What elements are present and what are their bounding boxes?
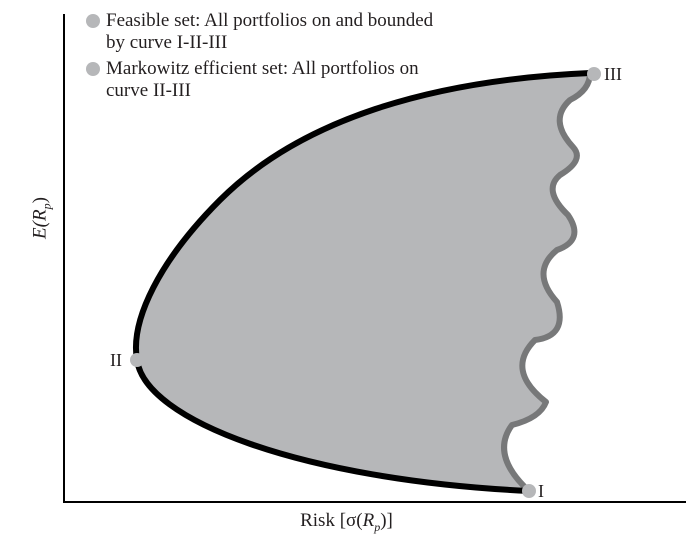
efficient-boundary-curve (133, 70, 593, 494)
legend-text-line1: Feasible set: All portfolios on and boun… (106, 10, 434, 31)
x-axis-label-suffix: )] (380, 510, 393, 531)
y-axis-label: E(Rp) (30, 197, 55, 239)
scallop-boundary (501, 72, 593, 494)
legend-item-efficient-set: Markowitz efficient set: All portfolios … (86, 58, 506, 102)
point-label-II: II (110, 350, 122, 370)
legend-item-feasible-set: Feasible set: All portfolios on and boun… (86, 10, 506, 54)
x-axis-subscript: p (374, 519, 381, 534)
x-axis-label-prefix: Risk [σ( (300, 510, 363, 531)
legend-bullet-icon (86, 62, 100, 76)
legend-text-line2: by curve I-II-III (106, 32, 228, 53)
feasible-region (136, 73, 591, 491)
point-II-marker (130, 353, 144, 367)
y-axis-label-suffix: ) (29, 197, 51, 204)
legend-bullet-icon (86, 14, 100, 28)
x-axis-label: Risk [σ(Rp)] (0, 510, 693, 535)
y-axis-variable: R (29, 209, 51, 221)
x-axis-variable: R (362, 510, 375, 531)
point-label-I: I (538, 481, 544, 501)
legend: Feasible set: All portfolios on and boun… (86, 10, 506, 106)
point-III-marker (587, 67, 601, 81)
legend-text-line2: curve II-III (106, 80, 191, 101)
y-axis-label-prefix: E( (29, 221, 51, 239)
y-axis-subscript: p (39, 203, 54, 210)
point-I-marker (522, 484, 536, 498)
point-label-III: III (604, 64, 622, 84)
legend-text-line1: Markowitz efficient set: All portfolios … (106, 58, 419, 79)
